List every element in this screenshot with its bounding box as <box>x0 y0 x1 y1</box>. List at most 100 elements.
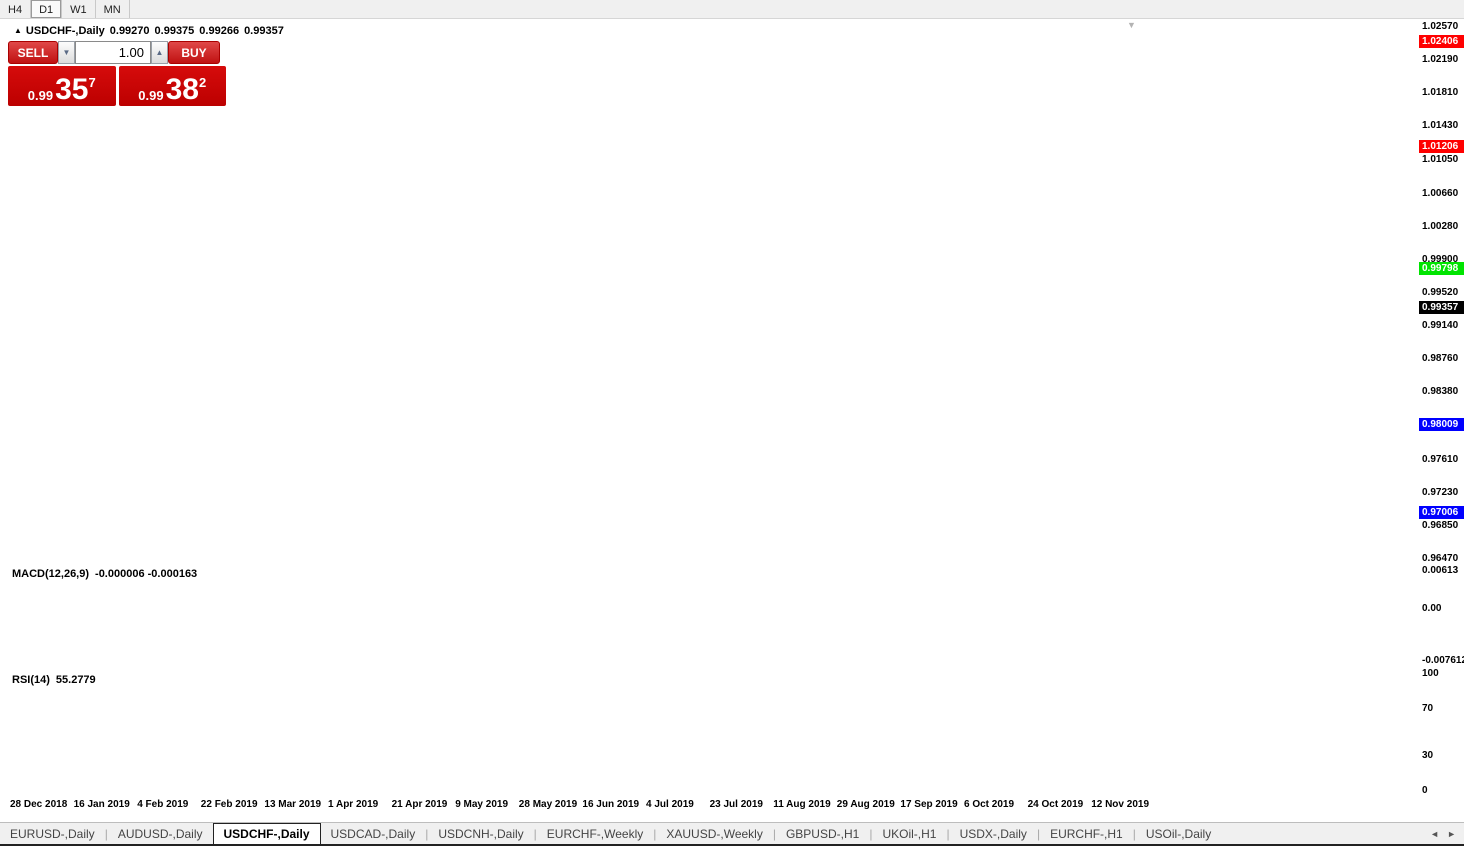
chart-tab-usdx-daily[interactable]: USDX-,Daily <box>959 826 1027 841</box>
chart-tab-audusd-daily[interactable]: AUDUSD-,Daily <box>117 826 203 841</box>
price-tick-label: 1.01810 <box>1422 87 1459 99</box>
buy-price-base: 0.99 <box>138 88 164 103</box>
price-tick-label: 1.02190 <box>1422 54 1459 66</box>
price-tick-label: 1.01430 <box>1422 120 1459 132</box>
shift-marker-icon[interactable]: ▼ <box>1127 20 1136 30</box>
chart-tab-gbpusd-h1[interactable]: GBPUSD-,H1 <box>785 826 860 841</box>
rsi-indicator-label: RSI(14) 55.2779 <box>12 674 96 686</box>
collapse-icon[interactable]: ▲ <box>14 26 22 35</box>
price-tick-label: 0.96850 <box>1422 519 1459 531</box>
macd-name: MACD(12,26,9) <box>12 568 90 580</box>
macd-values: -0.000006 -0.000163 <box>95 568 198 580</box>
date-label: 9 May 2019 <box>455 799 509 810</box>
date-label: 16 Jun 2019 <box>582 799 640 810</box>
date-label: 13 Mar 2019 <box>264 799 322 810</box>
chart-tab-usdchf-daily[interactable]: USDCHF-,Daily <box>212 823 321 844</box>
tab-separator: | <box>946 826 950 841</box>
date-label: 21 Apr 2019 <box>391 799 448 810</box>
date-label: 29 Aug 2019 <box>836 799 895 810</box>
rsi-axis-label: 0 <box>1422 785 1428 796</box>
price-line-badge: 0.99798 <box>1419 262 1464 276</box>
tab-scroll-left-icon[interactable]: ◄ <box>1430 828 1440 839</box>
buy-price-big: 38 <box>165 73 199 106</box>
macd-axis-label: 0.00 <box>1422 603 1442 614</box>
quote-close: 0.99357 <box>244 25 284 37</box>
tab-separator: | <box>1132 826 1136 841</box>
rsi-axis-label: 70 <box>1422 703 1434 715</box>
price-line-badge: 0.98009 <box>1419 418 1464 432</box>
tab-separator: | <box>772 826 776 841</box>
macd-axis-label: 0.00613 <box>1422 565 1459 576</box>
chart-tab-eurusd-daily[interactable]: EURUSD-,Daily <box>10 826 95 841</box>
buy-price-sup: 2 <box>198 75 207 90</box>
price-tick-label: 0.98380 <box>1422 386 1459 398</box>
tab-separator: | <box>869 826 873 841</box>
quote-open: 0.99270 <box>109 25 150 37</box>
chart-tab-eurchf-weekly[interactable]: EURCHF-,Weekly <box>546 826 644 841</box>
timeframe-button-mn[interactable]: MN <box>96 0 130 18</box>
date-label: 4 Feb 2019 <box>137 799 189 810</box>
price-tick-label: 0.98760 <box>1422 353 1459 365</box>
price-tick-label: 1.02570 <box>1422 21 1459 32</box>
sell-price-sup: 7 <box>88 75 96 90</box>
rsi-value: 55.2779 <box>55 674 96 686</box>
date-label: 24 Oct 2019 <box>1027 799 1084 810</box>
tab-scroll-right-icon[interactable]: ► <box>1447 828 1456 839</box>
price-tick-label: 1.00280 <box>1422 220 1459 232</box>
price-tick-label: 0.96470 <box>1422 553 1459 564</box>
macd-axis-label: -0.007612 <box>1422 655 1464 666</box>
tab-separator: | <box>533 826 537 841</box>
chart-tab-bar: EURUSD-,Daily | AUDUSD-,Daily USDCHF-,Daily… <box>0 822 1464 846</box>
volume-input[interactable] <box>75 41 151 64</box>
price-line-badge: 1.01206 <box>1419 139 1464 153</box>
date-label: 16 Jan 2019 <box>73 799 130 810</box>
tab-separator: | <box>425 826 429 841</box>
date-label: 4 Jul 2019 <box>646 799 694 810</box>
date-label: 12 Nov 2019 <box>1091 799 1150 810</box>
date-label: 17 Sep 2019 <box>900 799 958 810</box>
price-tick-label: 1.01050 <box>1422 153 1459 165</box>
macd-indicator-label: MACD(12,26,9) -0.000006 -0.000163 <box>12 568 197 580</box>
chart-tab-ukoil-h1[interactable]: UKOil-,H1 <box>882 826 937 841</box>
chart-tab-xauusd-weekly[interactable]: XAUUSD-,Weekly <box>666 826 763 841</box>
price-line-badge: 0.97006 <box>1419 505 1464 519</box>
date-label: 28 May 2019 <box>518 799 578 810</box>
tab-separator: | <box>104 826 108 841</box>
price-tick-label: 1.00660 <box>1422 187 1459 199</box>
chart-tab-usdcad-daily[interactable]: USDCAD-,Daily <box>330 826 416 841</box>
sell-button[interactable]: SELL <box>8 41 58 64</box>
tab-separator: | <box>653 826 657 841</box>
price-tick-label: 0.99140 <box>1422 320 1459 332</box>
timeframe-button-d1[interactable]: D1 <box>31 0 63 18</box>
rsi-name: RSI(14) <box>12 674 50 686</box>
timeframe-toolbar: H4 D1 W1 MN <box>0 0 1464 19</box>
rsi-axis-label: 30 <box>1422 749 1434 761</box>
sell-price-panel[interactable]: 0.99 35 7 <box>8 66 116 106</box>
date-label: 6 Oct 2019 <box>964 799 1015 810</box>
date-label: 11 Aug 2019 <box>773 799 831 810</box>
symbol-name: USDCHF-,Daily <box>25 25 105 37</box>
date-label: 23 Jul 2019 <box>709 799 763 810</box>
quote-high: 0.99375 <box>154 25 195 37</box>
date-label: 22 Feb 2019 <box>200 799 258 810</box>
volume-decrease-button[interactable]: ▼ <box>58 41 75 64</box>
sell-price-base: 0.99 <box>27 88 54 103</box>
buy-price-panel[interactable]: 0.99 38 2 <box>118 66 226 106</box>
price-line-badge: 1.02406 <box>1419 34 1464 48</box>
buy-button[interactable]: BUY <box>168 41 220 64</box>
tab-separator: | <box>1036 826 1041 841</box>
chart-tab-eurchf-h1[interactable]: EURCHF-,H1 <box>1050 826 1123 841</box>
timeframe-button-w1[interactable]: W1 <box>62 0 96 18</box>
rsi-axis-label: 100 <box>1422 668 1439 679</box>
quote-low: 0.99266 <box>199 25 240 37</box>
price-tick-label: 0.97230 <box>1422 486 1459 498</box>
volume-increase-button[interactable]: ▲ <box>151 41 168 64</box>
chart-tab-usdcnh-daily[interactable]: USDCNH-,Daily <box>438 826 524 841</box>
date-label: 1 Apr 2019 <box>328 799 379 810</box>
chart-tab-usoil-daily[interactable]: USOil-,Daily <box>1145 826 1212 841</box>
sell-price-big: 35 <box>55 73 89 106</box>
timeframe-button-h4[interactable]: H4 <box>0 0 32 18</box>
